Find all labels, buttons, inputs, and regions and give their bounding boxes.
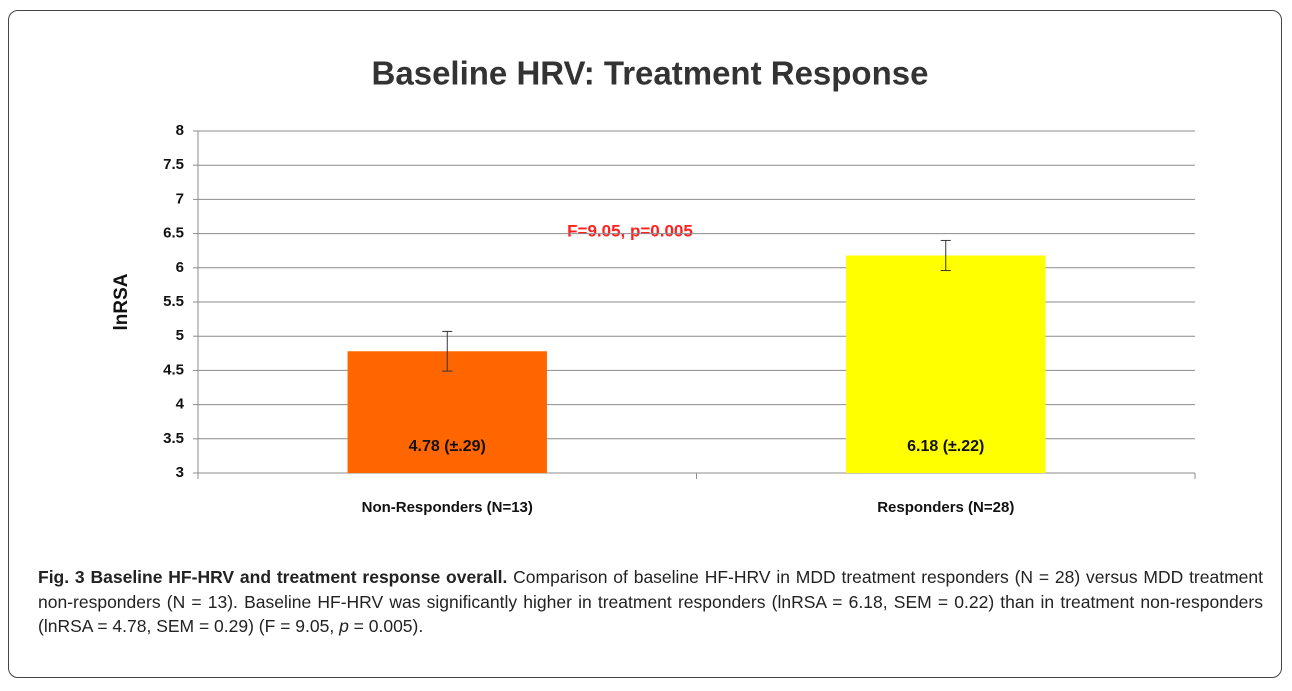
bar: [846, 255, 1046, 473]
y-tick-label: 7.5: [163, 156, 184, 173]
y-tick-label: 3.5: [163, 430, 184, 447]
caption-text: = 0.005).: [348, 616, 424, 636]
caption-text: Comparison of baseline HF-HRV in MDD tre…: [38, 567, 1263, 636]
value-label: 4.78 (±.29): [409, 438, 486, 455]
y-tick-label: 5.5: [163, 293, 184, 310]
figure-frame: [8, 10, 1282, 678]
y-tick-label: 6: [176, 259, 184, 276]
y-tick-label: 6.5: [163, 225, 184, 242]
y-tick-label: 7: [176, 190, 184, 207]
y-tick-label: 4.5: [163, 361, 184, 378]
x-tick-label: Responders (N=28): [877, 499, 1014, 516]
annotation: F=9.05, p=0.005: [567, 221, 693, 240]
y-axis-label: lnRSA: [111, 273, 132, 330]
caption-italic: p: [339, 616, 349, 636]
y-tick-label: 4: [176, 396, 185, 413]
x-tick-label: Non-Responders (N=13): [362, 499, 533, 516]
chart: Baseline HRV: Treatment Response lnRSA F…: [111, 55, 1196, 516]
chart-title: Baseline HRV: Treatment Response: [372, 55, 929, 92]
caption-bold: Fig. 3 Baseline HF-HRV and treatment res…: [38, 567, 508, 587]
caption: Fig. 3 Baseline HF-HRV and treatment res…: [38, 565, 1263, 639]
y-tick-label: 5: [176, 327, 184, 344]
value-label: 6.18 (±.22): [907, 438, 984, 455]
y-tick-label: 8: [176, 122, 184, 139]
y-tick-label: 3: [176, 464, 184, 481]
